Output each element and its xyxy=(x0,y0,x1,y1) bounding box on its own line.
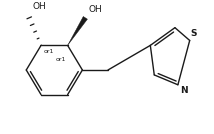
Text: or1: or1 xyxy=(44,49,54,54)
Text: or1: or1 xyxy=(56,57,66,62)
Polygon shape xyxy=(68,16,87,45)
Text: N: N xyxy=(180,86,187,95)
Text: S: S xyxy=(191,29,197,38)
Text: OH: OH xyxy=(88,5,102,14)
Text: OH: OH xyxy=(32,2,46,11)
